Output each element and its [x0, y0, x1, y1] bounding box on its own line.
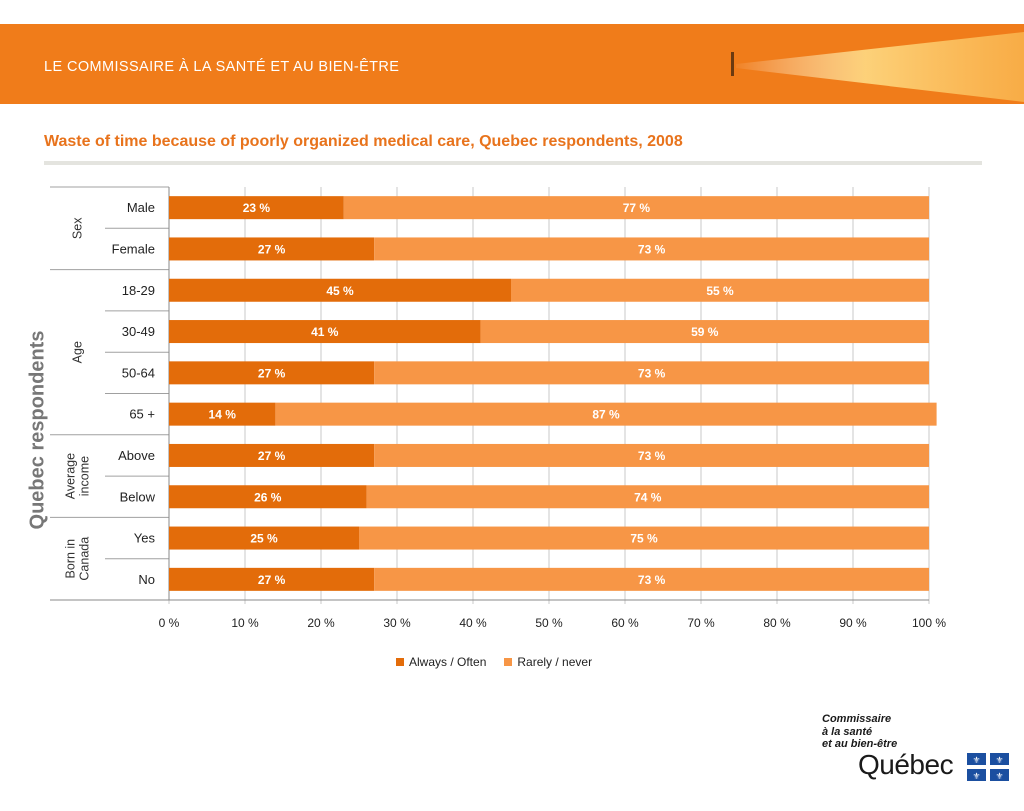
data-label-rarely-never: 73 % [638, 242, 666, 256]
header-banner: LE COMMISSAIRE À LA SANTÉ ET AU BIEN-ÊTR… [0, 24, 1024, 104]
category-label: 50-64 [122, 365, 155, 380]
group-label: Sex [70, 217, 84, 239]
group-label: income [77, 456, 91, 496]
category-label: Female [112, 241, 155, 256]
bar-rarely-never [511, 278, 929, 302]
quebec-wordmark: Québec [858, 749, 954, 780]
x-tick-label: 90 % [839, 616, 867, 630]
legend-item-always: Always / Often [396, 655, 486, 669]
legend-item-rarely: Rarely / never [504, 655, 592, 669]
data-label-rarely-never: 74 % [634, 490, 662, 504]
category-label: Below [120, 489, 156, 504]
x-tick-label: 20 % [307, 616, 335, 630]
svg-text:⚜: ⚜ [995, 756, 1003, 766]
bar-rarely-never [366, 485, 930, 509]
x-tick-label: 70 % [687, 616, 715, 630]
svg-text:⚜: ⚜ [972, 772, 980, 781]
svg-text:⚜: ⚜ [995, 772, 1003, 781]
bar-always-often [169, 278, 511, 302]
data-label-always-often: 27 % [258, 573, 286, 587]
data-label-always-often: 27 % [258, 366, 286, 380]
logo-line-3: et au bien-être [822, 738, 898, 750]
data-label-always-often: 45 % [326, 284, 354, 298]
bar-rarely-never [343, 196, 929, 220]
bar-always-often [169, 237, 375, 261]
x-tick-label: 40 % [459, 616, 487, 630]
bar-always-often [169, 402, 276, 426]
data-label-rarely-never: 75 % [630, 532, 658, 546]
bar-always-often [169, 567, 375, 591]
x-tick-label: 10 % [231, 616, 259, 630]
category-label: Yes [134, 531, 156, 546]
category-label: 30-49 [122, 324, 155, 339]
legend-label-rarely: Rarely / never [517, 655, 593, 669]
light-beam-graphic [731, 32, 1024, 102]
bar-rarely-never [359, 526, 929, 550]
legend-swatch-always [396, 658, 404, 666]
data-label-rarely-never: 77 % [623, 201, 651, 215]
category-label: 18-29 [122, 283, 155, 298]
data-label-rarely-never: 73 % [638, 573, 666, 587]
bar-rarely-never [374, 443, 929, 467]
svg-text:⚜: ⚜ [972, 756, 980, 766]
bar-rarely-never [374, 361, 929, 385]
data-label-rarely-never: 55 % [706, 284, 734, 298]
bar-rarely-never [275, 402, 937, 426]
bar-always-often [169, 196, 344, 220]
group-label: Born in [63, 539, 77, 579]
quebec-flag-icon: ⚜ ⚜ ⚜ ⚜ [967, 753, 1009, 781]
group-label: Average [63, 453, 77, 499]
x-tick-label: 0 % [159, 616, 180, 630]
bar-rarely-never [480, 320, 929, 344]
data-label-always-often: 26 % [254, 490, 282, 504]
category-label: Above [118, 448, 155, 463]
data-label-always-often: 27 % [258, 449, 286, 463]
slide-title: Waste of time because of poorly organize… [44, 133, 683, 150]
category-label: Male [127, 200, 155, 215]
x-tick-label: 80 % [763, 616, 791, 630]
x-tick-label: 50 % [535, 616, 563, 630]
banner-title: LE COMMISSAIRE À LA SANTÉ ET AU BIEN-ÊTR… [44, 59, 400, 75]
x-tick-label: 60 % [611, 616, 639, 630]
bar-always-often [169, 443, 375, 467]
data-label-rarely-never: 87 % [592, 408, 620, 422]
x-tick-label: 100 % [912, 616, 946, 630]
bar-always-often [169, 485, 367, 509]
bar-always-often [169, 526, 359, 550]
bar-always-often [169, 320, 481, 344]
chart-legend: Always / Often Rarely / never [396, 655, 592, 669]
legend-label-always: Always / Often [409, 655, 487, 669]
bar-rarely-never [374, 567, 929, 591]
bar-always-often [169, 361, 375, 385]
data-label-always-often: 14 % [209, 408, 237, 422]
legend-swatch-rarely [504, 658, 513, 666]
data-label-rarely-never: 59 % [691, 325, 719, 339]
group-label: Age [70, 341, 84, 363]
data-label-always-often: 41 % [311, 325, 339, 339]
data-label-always-often: 27 % [258, 242, 286, 256]
logo-line-2: à la santé [822, 725, 873, 738]
x-tick-label: 30 % [383, 616, 411, 630]
category-label: No [138, 572, 155, 587]
data-label-rarely-never: 73 % [638, 449, 666, 463]
data-label-always-often: 23 % [243, 201, 271, 215]
data-label-always-often: 25 % [250, 532, 278, 546]
data-label-rarely-never: 73 % [638, 366, 666, 380]
commissaire-logo: Commissaire à la santé et au bien-être Q… [822, 713, 1009, 781]
category-label: 65 + [129, 407, 155, 422]
group-label: Canada [77, 537, 91, 581]
logo-line-1: Commissaire [822, 713, 892, 725]
title-divider [44, 161, 982, 165]
bar-rarely-never [374, 237, 929, 261]
